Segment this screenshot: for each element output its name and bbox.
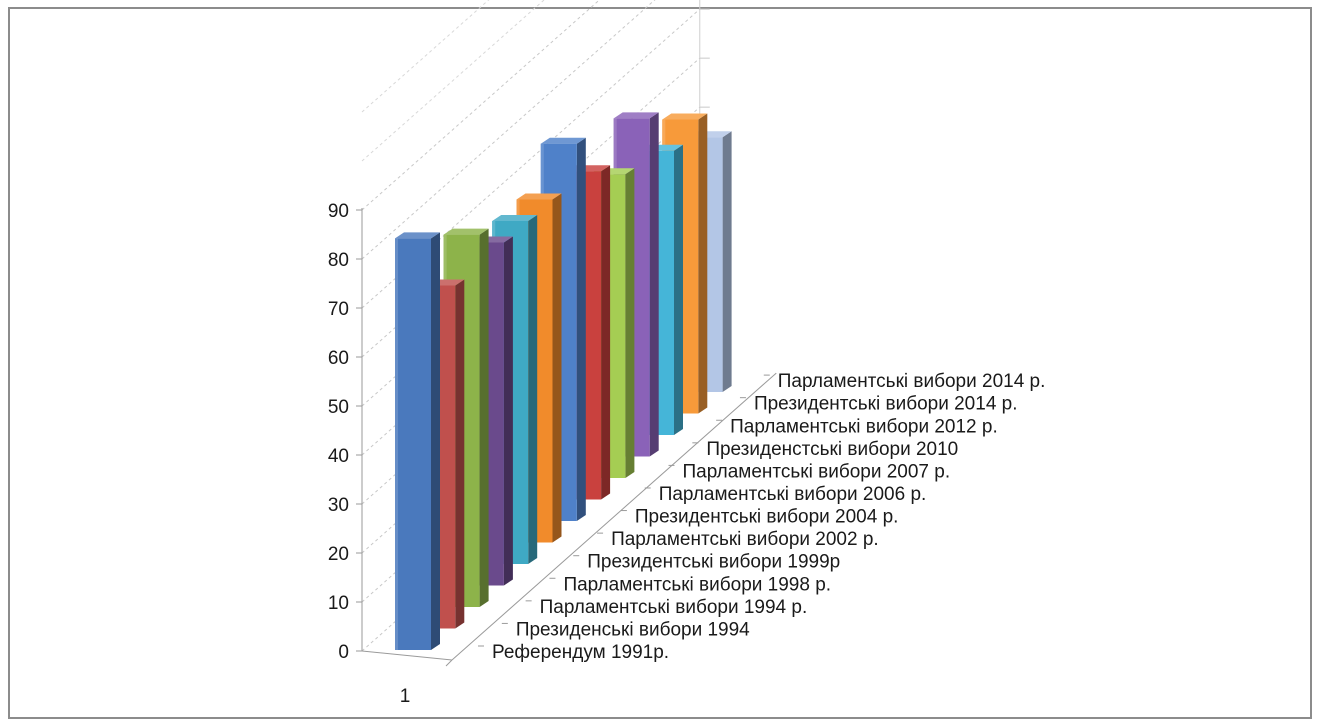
y-tick-label: 60 (328, 348, 349, 369)
bar-top (492, 215, 538, 221)
series-label: Парламентські вибори 2002 р. (611, 529, 879, 550)
bar-side (649, 112, 659, 457)
series-label: Референдум 1991р. (492, 642, 669, 663)
series-label: Президентські вибори 1999р (587, 552, 840, 573)
bar-front (395, 238, 431, 650)
bar-side (479, 228, 489, 607)
series-label: Парламентські вибори 1994 р. (540, 597, 808, 618)
bar-side (503, 236, 513, 586)
floor-edge (361, 650, 453, 661)
depth-axis-line (451, 372, 777, 661)
y-tick-label: 80 (328, 250, 349, 271)
bar-top (662, 113, 708, 120)
y-tick-label: 70 (328, 299, 349, 320)
y-tick-label: 50 (328, 397, 349, 418)
bar-side (722, 131, 732, 392)
series-label: Президенстські вибори 2010 (706, 439, 958, 460)
bar (395, 232, 440, 650)
depth-axis-labels: Референдум 1991р.Президенські вибори 199… (478, 371, 1045, 663)
bar-highlight (395, 238, 398, 650)
bar-side (625, 168, 635, 478)
y-tick-label: 30 (328, 495, 349, 516)
bar-top (540, 137, 586, 144)
y-tick-label: 0 (338, 642, 349, 663)
x-tick-mark (445, 659, 453, 667)
bars (395, 112, 732, 650)
bar-side (552, 193, 562, 543)
bar-side (601, 165, 611, 500)
bar-top (395, 232, 440, 239)
bar-top (516, 193, 562, 200)
y-axis-ticks: 0 10 20 30 40 50 60 70 80 90 (328, 201, 362, 663)
series-label: Парламентські вибори 2014 р. (778, 371, 1046, 392)
bar-side (431, 232, 440, 650)
series-label: Парламентські вибори 2006 р. (659, 484, 927, 505)
bar-top (613, 112, 659, 119)
series-label: Президентські вибори 2004 р. (635, 507, 899, 528)
bar-side (528, 215, 538, 564)
y-tick-label: 20 (328, 544, 349, 565)
bar-side (698, 113, 708, 414)
y-tick-label: 10 (328, 593, 349, 614)
series-label: Президенські вибори 1994 (516, 619, 750, 640)
y-tick-label: 40 (328, 446, 349, 467)
gridline (361, 0, 490, 113)
series-label: Президентські вибори 2014 р. (754, 394, 1018, 415)
series-label: Парламентські вибори 1998 р. (563, 574, 831, 595)
bar-side (674, 144, 683, 436)
y-tick-label: 90 (328, 201, 349, 222)
bar-side (455, 279, 465, 629)
series-label: Парламентські вибори 2012 р. (730, 416, 998, 437)
bar-top (443, 228, 489, 235)
bar-side (576, 137, 586, 521)
series-label: Парламентські вибори 2007 р. (683, 461, 951, 482)
x-axis-category-label: 1 (400, 686, 411, 707)
